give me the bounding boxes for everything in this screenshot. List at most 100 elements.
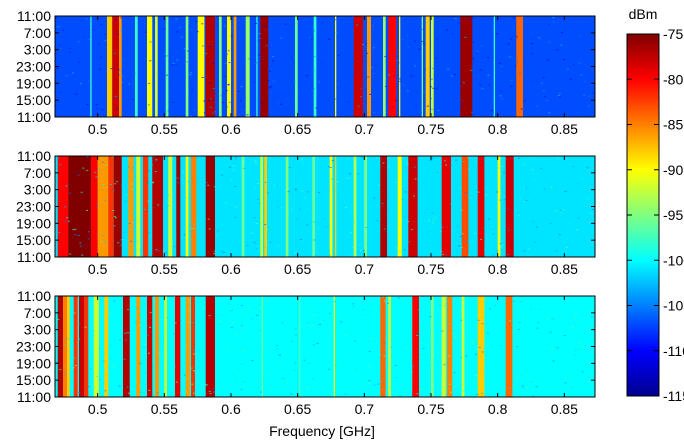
noise-speckle: [147, 200, 150, 202]
noise-speckle: [462, 233, 465, 235]
noise-speckle: [357, 173, 360, 175]
noise-speckle: [460, 247, 463, 248]
signal-band: [112, 16, 119, 117]
signal-band: [431, 296, 434, 397]
noise-speckle: [125, 339, 128, 341]
signal-band: [63, 296, 67, 397]
noise-speckle: [153, 346, 155, 348]
noise-speckle: [246, 245, 249, 246]
noise-speckle: [534, 241, 537, 243]
noise-speckle: [578, 62, 581, 64]
noise-speckle: [508, 56, 511, 58]
noise-speckle: [186, 378, 189, 380]
noise-speckle: [78, 338, 81, 340]
noise-speckle: [102, 233, 105, 235]
noise-speckle: [517, 157, 520, 159]
noise-speckle: [196, 31, 199, 33]
noise-speckle: [344, 393, 347, 395]
noise-speckle: [569, 373, 572, 375]
noise-speckle: [74, 365, 77, 367]
noise-speckle: [575, 229, 578, 231]
noise-speckle: [349, 173, 352, 175]
noise-speckle: [573, 349, 575, 351]
noise-speckle: [186, 181, 189, 183]
noise-speckle: [424, 68, 427, 70]
noise-speckle: [364, 314, 367, 316]
noise-speckle: [83, 36, 86, 38]
noise-speckle: [464, 355, 467, 357]
noise-speckle: [85, 18, 88, 20]
noise-speckle: [171, 323, 174, 325]
noise-speckle: [314, 55, 316, 57]
noise-speckle: [131, 188, 134, 190]
noise-speckle: [213, 391, 216, 393]
noise-speckle: [481, 392, 483, 394]
noise-speckle: [517, 310, 520, 312]
noise-speckle: [72, 72, 74, 74]
colorbar-tick-label: -95: [663, 207, 683, 223]
noise-speckle: [66, 217, 69, 219]
noise-speckle: [481, 351, 484, 353]
noise-speckle: [395, 99, 398, 101]
x-tick-label: 0.6: [221, 261, 241, 277]
noise-speckle: [550, 357, 553, 359]
noise-speckle: [533, 222, 536, 224]
noise-speckle: [436, 351, 439, 353]
x-tick-label: 0.8: [488, 121, 508, 137]
signal-band: [104, 296, 109, 397]
noise-speckle: [167, 200, 170, 202]
signal-band: [399, 16, 401, 117]
noise-speckle: [92, 355, 95, 356]
noise-speckle: [531, 381, 534, 383]
noise-speckle: [270, 86, 272, 87]
noise-speckle: [453, 372, 456, 374]
noise-speckle: [89, 368, 92, 370]
noise-speckle: [518, 384, 521, 386]
noise-speckle: [499, 243, 502, 245]
noise-speckle: [306, 208, 309, 210]
noise-speckle: [119, 31, 122, 33]
noise-speckle: [121, 238, 124, 240]
noise-speckle: [259, 306, 262, 308]
noise-speckle: [301, 240, 304, 242]
noise-speckle: [569, 390, 572, 391]
noise-speckle: [331, 160, 334, 162]
noise-speckle: [530, 53, 533, 55]
noise-speckle: [119, 239, 122, 241]
noise-speckle: [269, 204, 271, 206]
noise-speckle: [477, 319, 480, 321]
noise-speckle: [542, 77, 545, 78]
noise-speckle: [518, 214, 521, 216]
noise-speckle: [370, 337, 373, 339]
x-tick-label: 0.8: [488, 401, 508, 417]
signal-band: [191, 156, 197, 257]
noise-speckle: [428, 220, 430, 222]
noise-speckle: [587, 105, 590, 107]
noise-speckle: [497, 167, 500, 169]
noise-speckle: [435, 171, 438, 173]
noise-speckle: [295, 188, 297, 190]
noise-speckle: [87, 231, 90, 233]
noise-speckle: [210, 98, 212, 100]
x-tick-label: 0.7: [355, 401, 375, 417]
noise-speckle: [235, 334, 238, 336]
signal-band: [299, 296, 301, 397]
noise-speckle: [512, 17, 515, 19]
noise-speckle: [500, 89, 503, 91]
noise-speckle: [519, 73, 521, 75]
panel-1-bands: [90, 16, 523, 117]
noise-speckle: [261, 301, 264, 303]
noise-speckle: [415, 69, 418, 71]
noise-speckle: [455, 18, 458, 20]
noise-speckle: [230, 308, 233, 310]
signal-band: [73, 296, 78, 397]
noise-speckle: [225, 90, 228, 92]
noise-speckle: [540, 82, 543, 84]
noise-speckle: [470, 111, 473, 113]
noise-speckle: [546, 59, 549, 61]
noise-speckle: [444, 160, 447, 162]
x-tick-label: 0.6: [221, 121, 241, 137]
noise-speckle: [166, 74, 168, 76]
noise-speckle: [414, 65, 416, 67]
noise-speckle: [77, 41, 80, 43]
